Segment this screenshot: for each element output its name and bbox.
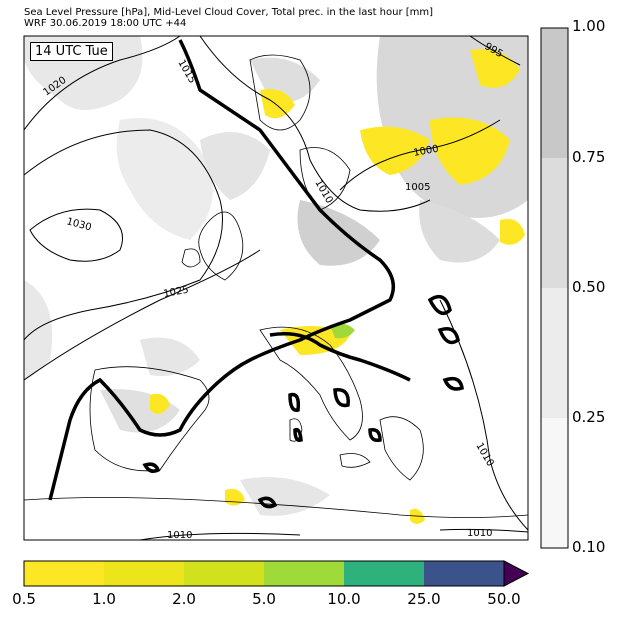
cloud-tick-label: 0.10 [572, 538, 606, 556]
precip-bar-segment [424, 561, 504, 586]
precip-bar-segment [104, 561, 184, 586]
precip-bar-segment [24, 561, 104, 586]
coastlines [24, 54, 528, 518]
isobar-label: 1005 [405, 182, 430, 193]
thick-contours [48, 39, 464, 509]
cloud-bar-segment [541, 418, 568, 548]
precip-tick-label: 1.0 [92, 590, 116, 608]
precip-tick-label: 10.0 [327, 590, 361, 608]
precip-colorbar [23, 560, 530, 587]
figure-subtitle: WRF 30.06.2019 18:00 UTC +44 [24, 18, 187, 29]
map-panel: 1020 1015 995 1000 1005 1010 1030 1025 1… [24, 36, 528, 541]
cloud-tick-label: 0.25 [572, 408, 606, 426]
precip-bar-segment [344, 561, 424, 586]
isobar-label: 1025 [163, 285, 190, 300]
precip-bar-segment [264, 561, 344, 586]
isobars [24, 36, 528, 540]
precip-bar-segment [184, 561, 264, 586]
cloud-tick-label: 0.50 [572, 278, 606, 296]
cloud-tick-label: 1.00 [572, 17, 606, 35]
cloud-bar-segment [541, 28, 568, 158]
map-frame [23, 35, 529, 541]
precip-tick-label: 50.0 [487, 590, 521, 608]
figure-title: Sea Level Pressure [hPa], Mid-Level Clou… [24, 7, 434, 18]
precip-tick-label: 5.0 [252, 590, 276, 608]
precip-tick-label: 0.5 [12, 590, 36, 608]
precip-tick-label: 2.0 [172, 590, 196, 608]
precip-bar-extend-arrow [503, 560, 530, 587]
cloud-bar-segment [541, 288, 568, 418]
time-label: 14 UTC Tue [30, 42, 113, 61]
cloud-bar-segment [541, 158, 568, 288]
isobar-label: 1000 [413, 144, 440, 159]
cloud-cover-colorbar [540, 27, 569, 549]
isobar-label: 1010 [167, 530, 192, 541]
isobar-label: 1010 [467, 528, 492, 539]
precip-tick-label: 25.0 [407, 590, 441, 608]
cloud-tick-label: 0.75 [572, 148, 606, 166]
